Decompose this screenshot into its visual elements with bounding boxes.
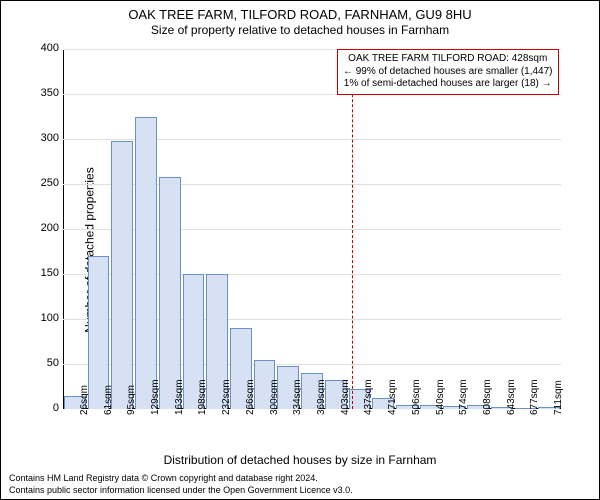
- y-tick-label: 0: [27, 402, 59, 414]
- page-subtitle: Size of property relative to detached ho…: [1, 23, 599, 37]
- y-tick-label: 50: [27, 357, 59, 369]
- histogram-bar: [159, 177, 181, 409]
- histogram-bar: [111, 141, 133, 409]
- histogram-bar: [135, 117, 157, 409]
- y-tick-label: 150: [27, 267, 59, 279]
- x-axis-label: Distribution of detached houses by size …: [1, 453, 599, 467]
- page-title: OAK TREE FARM, TILFORD ROAD, FARNHAM, GU…: [1, 7, 599, 22]
- callout-line: 1% of semi-detached houses are larger (1…: [343, 78, 553, 91]
- callout-box: OAK TREE FARM TILFORD ROAD: 428sqm← 99% …: [337, 49, 559, 95]
- y-tick-label: 200: [27, 222, 59, 234]
- y-tick-label: 300: [27, 132, 59, 144]
- x-tick-label: 643sqm: [506, 379, 517, 415]
- attribution-line-2: Contains public sector information licen…: [9, 485, 353, 495]
- y-tick-label: 350: [27, 87, 59, 99]
- y-tick-label: 400: [27, 42, 59, 54]
- callout-line: OAK TREE FARM TILFORD ROAD: 428sqm: [343, 53, 553, 66]
- x-tick-label: 574sqm: [458, 379, 469, 415]
- x-tick-label: 608sqm: [482, 379, 493, 415]
- callout-line: ← 99% of detached houses are smaller (1,…: [343, 66, 553, 79]
- chart-plot-area: 05010015020025030035040026sqm61sqm95sqm1…: [63, 49, 561, 409]
- y-tick-label: 100: [27, 312, 59, 324]
- x-tick-label: 437sqm: [363, 379, 374, 415]
- attribution-line-1: Contains HM Land Registry data © Crown c…: [9, 473, 318, 483]
- x-tick-label: 471sqm: [387, 379, 398, 415]
- x-tick-label: 711sqm: [553, 380, 564, 415]
- x-tick-label: 506sqm: [411, 379, 422, 415]
- x-tick-label: 540sqm: [435, 379, 446, 415]
- y-axis-line: [63, 49, 64, 409]
- x-tick-label: 677sqm: [529, 379, 540, 415]
- marker-line: [352, 49, 353, 409]
- y-tick-label: 250: [27, 177, 59, 189]
